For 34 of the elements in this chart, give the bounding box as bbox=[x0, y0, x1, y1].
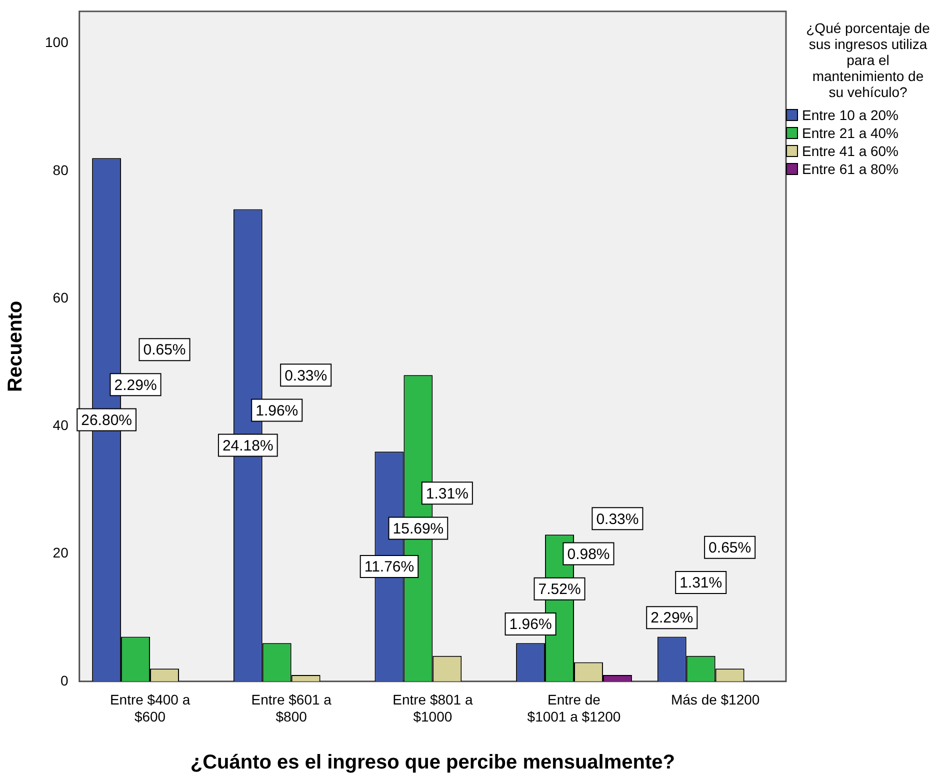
x-tick-label: Entre $400 a $600 bbox=[110, 692, 190, 724]
y-tick-label: 80 bbox=[52, 162, 69, 178]
annotation: 0.33% bbox=[596, 510, 639, 528]
legend-label: Entre 21 a 40% bbox=[802, 125, 899, 141]
annotation: 2.29% bbox=[650, 610, 694, 627]
legend-label: Entre 41 a 60% bbox=[802, 143, 899, 159]
x-axis-title: ¿Cuánto es el ingreso que percibe mensualmente? bbox=[190, 752, 675, 774]
annotation: 1.96% bbox=[256, 402, 298, 420]
x-tick-label: Más de $1200 bbox=[670, 692, 760, 708]
annotation: 15.69% bbox=[392, 520, 444, 538]
legend-label: Entre 61 a 80% bbox=[802, 161, 899, 177]
annotation: 2.29% bbox=[114, 376, 157, 394]
annotation: 11.76% bbox=[364, 558, 414, 576]
legend-title: ¿Qué porcentaje de sus ingresos utiliza para el mantenimiento de su vehículo? bbox=[805, 20, 931, 100]
y-tick-label: 100 bbox=[45, 34, 69, 50]
y-axis-title: Recuento bbox=[4, 300, 27, 392]
x-tick-label: Entre $601 a $800 bbox=[251, 692, 332, 724]
annotation: 1.31% bbox=[680, 574, 722, 592]
y-tick-label: 60 bbox=[52, 289, 69, 306]
annotation: 0.33% bbox=[284, 367, 328, 384]
annotation: 1.96% bbox=[509, 616, 552, 634]
annotation: 0.65% bbox=[708, 540, 752, 557]
annotation: 24.18% bbox=[222, 437, 274, 454]
annotation: 26.80% bbox=[81, 412, 132, 429]
annotation: 1.31% bbox=[426, 485, 468, 502]
annotation: 0.98% bbox=[567, 546, 610, 563]
x-tick-label: Entre de $1001 a $1200 bbox=[527, 692, 621, 724]
x-tick-label: Entre $801 a $1000 bbox=[392, 692, 473, 724]
annotation: 0.65% bbox=[143, 342, 186, 359]
y-tick-label: 0 bbox=[60, 672, 69, 688]
annotation: 7.52% bbox=[538, 581, 581, 598]
y-tick-label: 20 bbox=[52, 544, 69, 561]
y-tick-label: 40 bbox=[52, 417, 69, 434]
legend-label: Entre 10 a 20% bbox=[802, 107, 899, 123]
